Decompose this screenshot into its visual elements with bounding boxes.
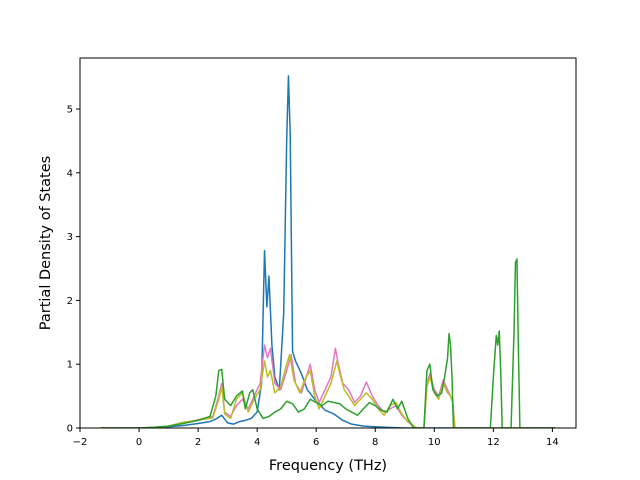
x-tick-label: 0 <box>136 437 142 448</box>
y-tick-label: 5 <box>67 105 73 116</box>
x-tick-label: 8 <box>372 437 378 448</box>
y-tick-label: 4 <box>67 168 73 179</box>
x-tick-label: 14 <box>546 437 559 448</box>
x-tick-label: 10 <box>428 437 441 448</box>
x-axis-label: Frequency (THz) <box>269 458 387 474</box>
plot-area <box>79 57 577 429</box>
x-tick-label: 6 <box>313 437 319 448</box>
series-line-4 <box>100 258 556 428</box>
y-tick-label: 1 <box>67 360 73 371</box>
series-line-1 <box>100 75 556 428</box>
y-axis: 0 1 2 3 4 5 <box>67 105 80 435</box>
x-tick-label: 12 <box>487 437 500 448</box>
y-tick-label: 2 <box>67 296 73 307</box>
x-tick-label: 2 <box>195 437 201 448</box>
axes-frame <box>79 57 577 429</box>
y-axis-label: Partial Density of States <box>38 156 54 330</box>
x-tick-label: −2 <box>73 437 88 448</box>
x-tick-label: 4 <box>254 437 260 448</box>
x-axis: −2 0 2 4 6 8 10 12 14 <box>73 428 559 448</box>
series-group <box>100 75 556 428</box>
y-tick-label: 0 <box>67 424 73 435</box>
y-tick-label: 3 <box>67 232 73 243</box>
